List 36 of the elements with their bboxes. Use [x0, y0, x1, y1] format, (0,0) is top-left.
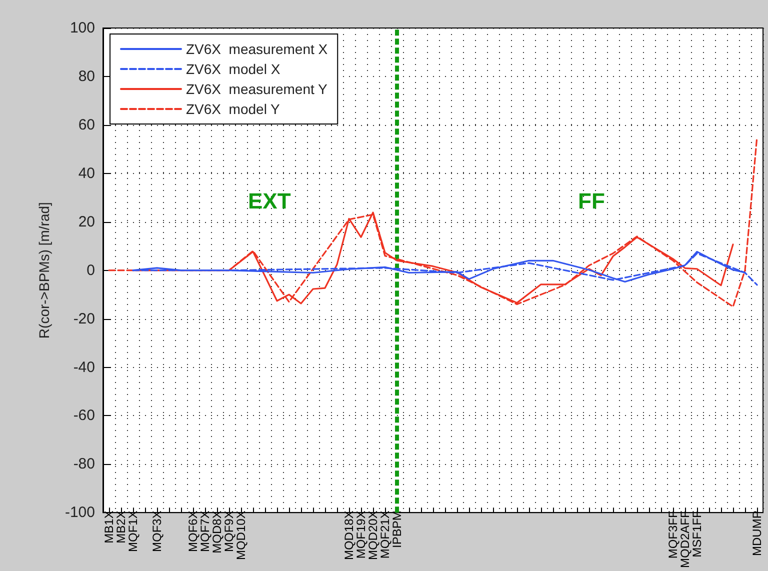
x-tick-label: MQF1X — [126, 510, 140, 552]
y-tick-label: -40 — [73, 358, 95, 376]
x-tick-label: MQF19X — [354, 510, 368, 559]
annotation: FF — [578, 188, 605, 214]
legend-label: ZV6X measurement X — [186, 41, 328, 57]
y-tick-label: 40 — [78, 164, 95, 182]
x-tick-label: MB2X — [114, 510, 128, 544]
annotation: EXT — [248, 188, 292, 214]
legend-label: ZV6X model X — [186, 61, 281, 77]
y-tick-label: -20 — [73, 310, 95, 328]
y-tick-label: 100 — [70, 20, 95, 36]
x-tick-label: MQF9X — [222, 510, 236, 552]
x-tick-label: MQF3FF — [666, 510, 680, 559]
legend-label: ZV6X measurement Y — [186, 81, 328, 97]
x-tick-label: MQD18X — [342, 510, 356, 560]
y-tick-label: 20 — [78, 213, 95, 230]
y-tick-label: 60 — [78, 116, 95, 134]
y-tick-label: -100 — [64, 504, 95, 522]
x-tick-label: MQD10X — [234, 510, 248, 560]
x-tick-label: MDUMP — [750, 510, 764, 556]
x-tick-label: MQF6X — [186, 510, 200, 552]
line-series — [108, 136, 758, 308]
legend-label: ZV6X model Y — [186, 101, 281, 117]
x-tick-label: MQD20X — [366, 510, 380, 560]
x-tick-label: MQF7X — [198, 510, 212, 552]
x-tick-label: MQF3X — [150, 510, 164, 552]
x-tick-label: MSF1FF — [690, 510, 704, 558]
x-tick-label: MB1X — [102, 510, 116, 544]
y-tick-label: -80 — [73, 456, 95, 473]
x-tick-label: MQD2AFF — [678, 510, 692, 568]
y-tick-label: -60 — [73, 407, 95, 424]
y-tick-label: 80 — [78, 68, 95, 85]
x-tick-label: MQD8X — [210, 510, 224, 554]
y-tick-label: 0 — [86, 262, 95, 279]
x-tick-label: MQF21X — [378, 510, 392, 559]
y-axis-title: R(cor->BPMs) [m/rad] — [36, 202, 52, 339]
